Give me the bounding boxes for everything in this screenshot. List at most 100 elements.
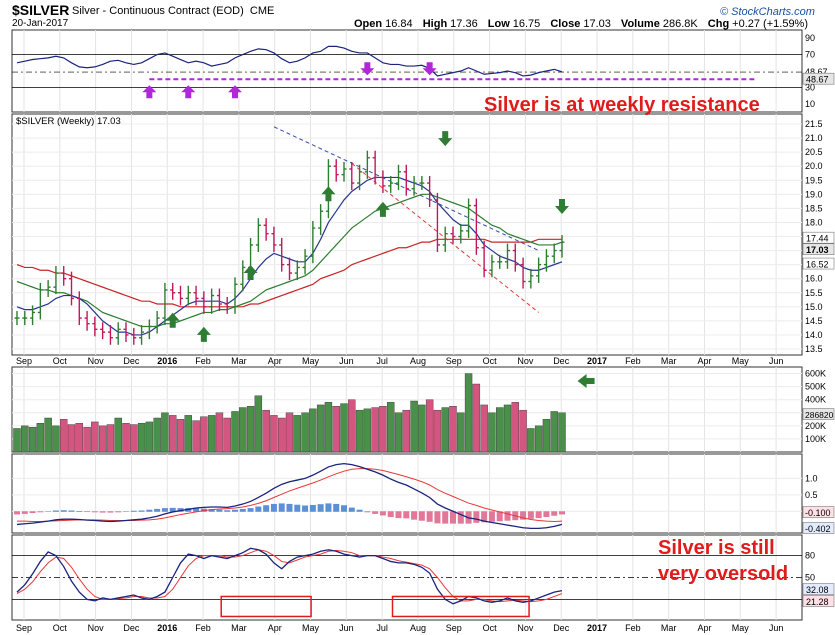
macd-signal-line [17,468,563,522]
volume-tag: 286820 [805,410,834,420]
volume-bar [301,412,309,453]
volume-bar [425,399,434,453]
price-tag-box [802,231,835,244]
macd-histogram-bar [45,511,52,512]
macd-histogram-bar [543,511,550,518]
volume-bar [558,412,566,453]
price-y-tick: 18.0 [805,217,823,227]
volume-bar [550,411,558,453]
volume-bar [91,421,99,453]
symbol-title: $SILVER [12,2,70,18]
volume-bar [542,419,551,453]
macd-histogram-bar [450,511,456,524]
bottom-tick-label: Apr [697,623,711,633]
rsi-value: 48.67 [806,75,829,85]
volume-bar [324,402,333,453]
volume-bar [293,415,301,453]
panel-rsi [11,29,803,113]
ma-long-line [16,238,562,308]
macd-histogram-bar [84,511,91,513]
macd-histogram-bar [527,511,534,519]
x-tick-label: Jun [769,356,784,366]
macd-value-box [802,506,835,518]
volume-bar [363,408,372,453]
bottom-tick-label: Nov [517,623,534,633]
macd-histogram-bar [535,511,542,519]
macd-histogram-bar [403,511,410,519]
macd-histogram-bar [115,511,122,513]
x-tick-label: Sep [16,356,32,366]
ma-mid-line [16,193,563,328]
green-left-arrow [577,374,595,388]
bottom-tick-label: Oct [483,623,498,633]
volume-bar [106,424,115,453]
stoch-value: 21.28 [806,597,829,607]
annotation-oversold-line1: Silver is still [658,537,775,559]
macd-histogram-bar [294,504,301,512]
stoch-y-tick: 50 [805,573,815,583]
volume-bar [98,425,107,453]
stoch-value-box [802,583,835,595]
volume-bar [176,419,185,453]
volume-bar [472,383,481,453]
x-tick-label: 2017 [587,356,607,366]
x-tick-label: Dec [553,356,570,366]
bottom-tick-label: Sep [446,623,462,633]
macd-histogram-bar [473,511,480,523]
x-tick-label: Oct [53,356,68,366]
volume-bar [44,417,52,453]
oversold-box [220,595,312,618]
macd-y-tick: 0.5 [805,490,818,500]
volume-bar [355,409,364,453]
rsi-value-box [802,72,835,85]
chart-date: 20-Jan-2017 [12,18,69,29]
volume-bar [83,426,91,453]
price-y-tick: 19.0 [805,189,823,199]
volume-bar [153,417,161,453]
volume-y-tick: 500K [805,382,826,392]
macd-value: -0.402 [805,524,831,534]
volume-bar [254,395,263,453]
macd-histogram-bar [29,511,36,514]
green-up-arrow [196,326,211,342]
bottom-tick-label: Oct [53,623,68,633]
bottom-tick-label: Jun [769,623,784,633]
macd-histogram-bar [333,503,340,512]
volume-bar [418,404,426,453]
volume-bar [130,424,138,453]
stoch-y-tick: 80 [805,551,815,561]
volume-bar [137,423,146,453]
bottom-tick-label: 2017 [587,623,607,633]
bottom-tick-label: Nov [88,623,105,633]
volume-bar [67,424,76,453]
green-up-arrow [243,264,258,280]
stoch-value: 32.08 [806,585,829,595]
bottom-tick-label: May [302,623,320,633]
macd-histogram-bar [348,507,355,512]
price-y-tick: 15.5 [805,288,823,298]
macd-histogram-bar [224,510,231,512]
macd-histogram-bar [107,511,114,513]
annotation-resistance: Silver is at weekly resistance [484,94,760,116]
macd-histogram-bar [37,511,44,513]
volume-bar [13,428,21,453]
volume-bar [441,407,449,453]
bottom-tick-label: Aug [410,623,426,633]
macd-histogram-bar [255,506,262,512]
volume-bar [60,419,68,453]
macd-histogram-bar [372,511,379,514]
volume-bar [52,425,60,453]
price-tag-label: 17.03 [806,245,829,255]
ohlc-readout: Open 16.84 High 17.36 Low 16.75 Close 17.03 … [354,18,809,30]
x-tick-label: Jun [339,356,354,366]
green-up-arrow [375,201,390,217]
x-tick-label: Feb [625,356,641,366]
price-y-tick: 21.5 [805,119,823,129]
bottom-tick-label: Dec [553,623,570,633]
price-y-tick: 15.0 [805,302,823,312]
bottom-tick-label: May [732,623,750,633]
macd-histogram-bar [146,509,153,512]
volume-bar [371,407,379,453]
volume-bar [387,402,395,453]
macd-histogram-bar [442,511,449,524]
